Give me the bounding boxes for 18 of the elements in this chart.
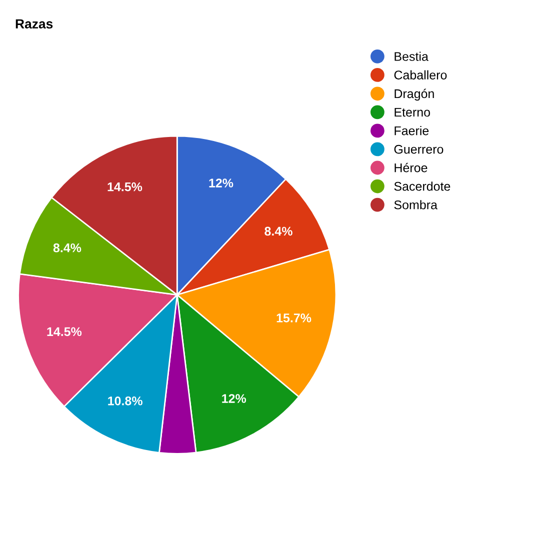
- legend-label: Guerrero: [394, 144, 444, 154]
- legend-label: Eterno: [394, 108, 430, 117]
- data-label: 14.5%: [108, 182, 142, 192]
- legend-label: Sombra: [394, 200, 438, 210]
- legend-label: Héroe: [394, 162, 428, 172]
- legend-label: Faerie: [394, 126, 429, 136]
- data-label: 8.4%: [53, 243, 82, 252]
- data-label: 12%: [209, 178, 234, 188]
- data-label: 15.7%: [276, 314, 312, 322]
- legend-label: Dragón: [394, 88, 434, 101]
- legend-label: Caballero: [394, 70, 447, 80]
- chart-title: Razas: [16, 19, 53, 29]
- legend-label: Sacerdote: [394, 182, 450, 191]
- data-label: 14.5%: [47, 327, 82, 336]
- legend-label: Bestia: [394, 52, 428, 61]
- data-label: 10.8%: [108, 396, 142, 406]
- data-label: 8.4%: [264, 226, 292, 236]
- data-label: 12%: [222, 394, 246, 403]
